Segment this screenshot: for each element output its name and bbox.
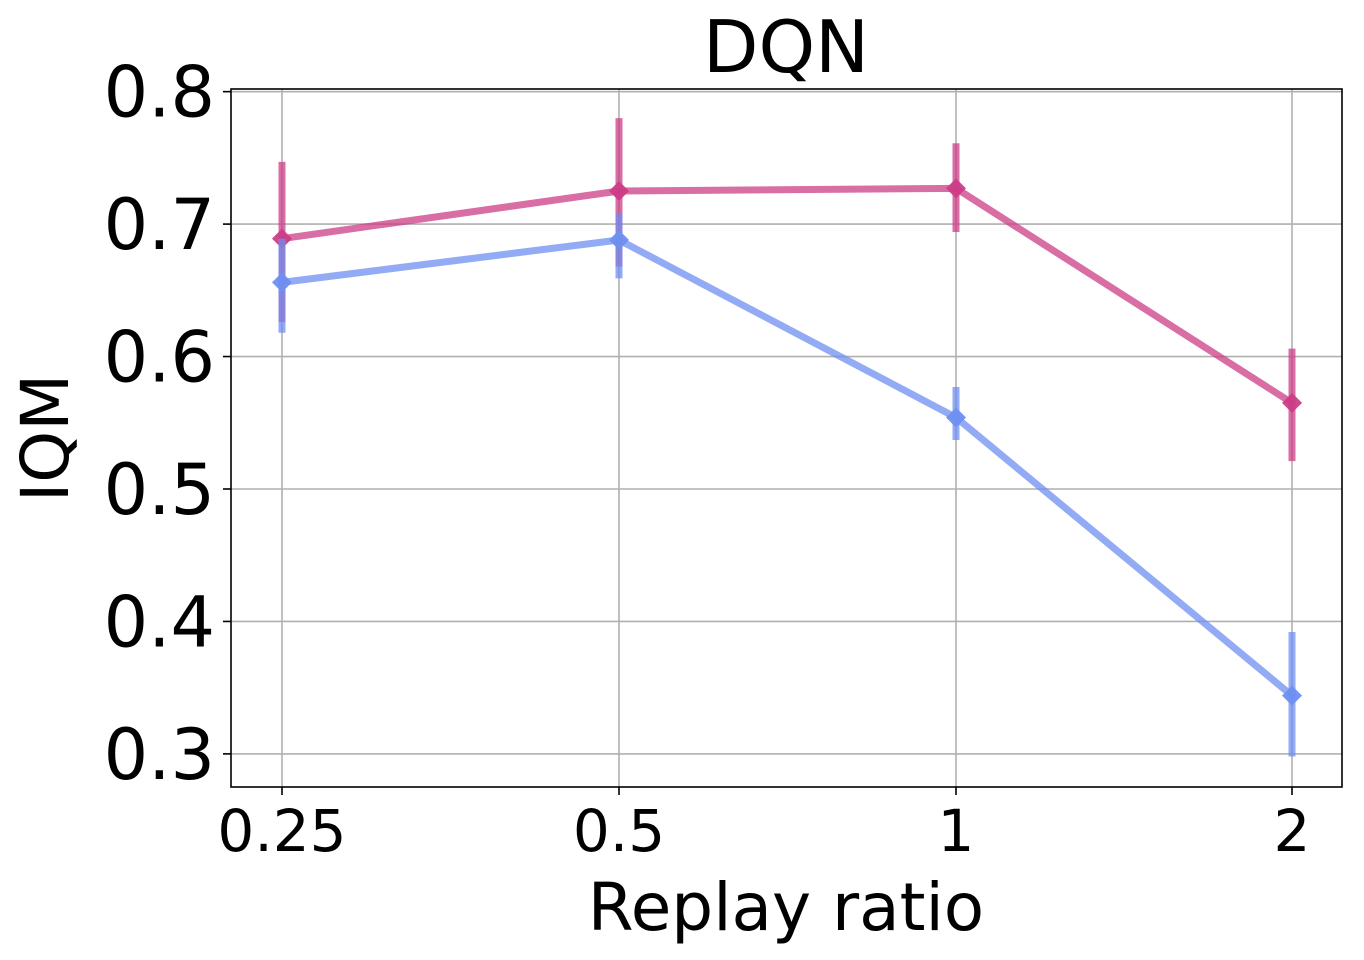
x-tick-label: 2 xyxy=(1274,797,1311,865)
data-point-marker xyxy=(1282,685,1302,706)
data-point-marker xyxy=(609,229,629,250)
data-point-marker xyxy=(946,178,966,199)
data-point-marker xyxy=(609,180,629,201)
data-point-marker xyxy=(1282,392,1302,413)
series-layer xyxy=(272,118,1302,757)
x-tick-label: 0.5 xyxy=(573,797,665,865)
plot-area-frame xyxy=(230,88,1343,788)
y-axis-label: IQM xyxy=(7,374,84,502)
y-tick-label: 0.8 xyxy=(104,52,215,134)
axis-ticks: 0.25 0.5 1 2 0.3 0.4 0.5 0.6 0.7 0.8 xyxy=(104,52,1311,865)
data-point-marker xyxy=(272,272,292,293)
y-tick-label: 0.3 xyxy=(104,714,215,796)
series-line xyxy=(278,236,1296,700)
y-tick-label: 0.7 xyxy=(104,184,215,266)
chart-title: DQN xyxy=(703,5,869,89)
series-1 xyxy=(272,118,1302,462)
x-tick-label: 1 xyxy=(938,797,975,865)
y-tick-label: 0.5 xyxy=(104,449,215,531)
grid xyxy=(231,89,1342,787)
series-2 xyxy=(272,213,1302,757)
series-line xyxy=(278,184,1296,407)
y-tick-label: 0.4 xyxy=(104,581,215,663)
x-axis-label: Replay ratio xyxy=(588,869,984,946)
x-tick-label: 0.25 xyxy=(217,797,346,865)
y-tick-label: 0.6 xyxy=(104,317,215,399)
data-point-marker xyxy=(946,407,966,428)
